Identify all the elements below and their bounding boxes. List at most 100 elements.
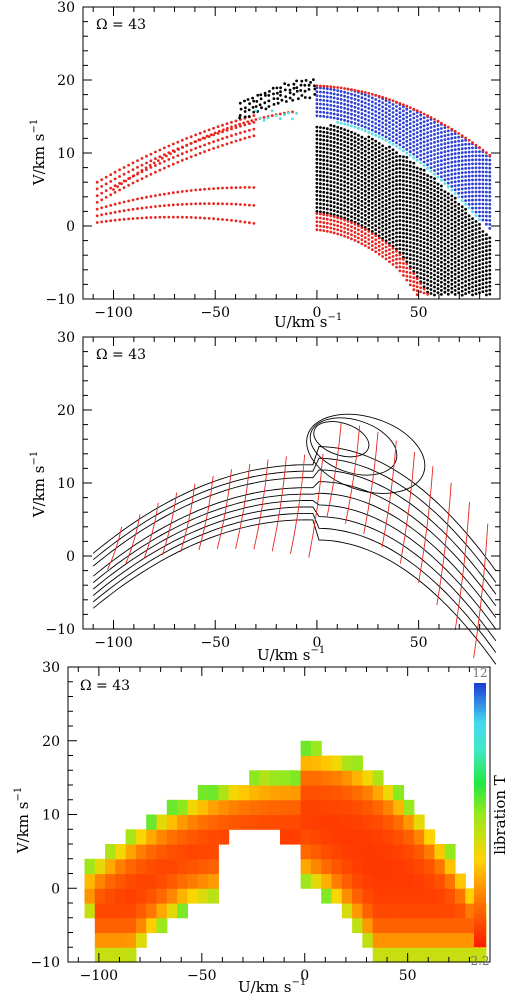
scatter-point: [322, 150, 326, 154]
scatter-point: [346, 133, 350, 137]
scatter-point: [221, 123, 224, 127]
scatter-point: [367, 119, 371, 122]
scatter-point: [283, 88, 287, 92]
scatter-point: [288, 96, 292, 100]
scatter-point: [460, 265, 464, 269]
scatter-point: [481, 170, 485, 174]
scatter-point: [474, 182, 478, 186]
scatter-point: [212, 202, 216, 206]
scatter-point: [230, 120, 233, 124]
scatter-point: [367, 103, 371, 106]
heatmap-cell: [362, 858, 374, 875]
scatter-point: [308, 96, 312, 100]
heatmap-cell: [383, 917, 394, 934]
heatmap-cell: [105, 903, 116, 919]
scatter-point: [412, 124, 416, 128]
scatter-point: [408, 279, 412, 283]
scatter-point: [252, 114, 256, 117]
scatter-point: [216, 217, 220, 221]
scatter-point: [280, 98, 284, 102]
scatter-point: [350, 225, 353, 229]
scatter-point: [415, 222, 419, 226]
scatter-point: [118, 175, 121, 178]
scatter-point: [367, 151, 371, 155]
scatter-point: [412, 280, 416, 284]
heatmap-cell: [362, 903, 374, 919]
scatter-point: [419, 179, 423, 183]
heatmap-cell: [393, 829, 405, 845]
heatmap-ylabel: V/km s−1: [13, 787, 32, 854]
scatter-point: [402, 207, 405, 211]
scatter-point: [453, 293, 457, 296]
transverse-line: [143, 502, 159, 560]
scatter-point: [180, 138, 184, 142]
contour-line: [92, 512, 497, 653]
scatter-point: [450, 246, 454, 250]
scatter-point: [360, 192, 364, 195]
scatter-point: [370, 137, 374, 141]
scatter-point: [415, 214, 419, 218]
heatmap-cell: [413, 814, 425, 830]
scatter-point: [180, 190, 184, 193]
scatter-point: [350, 100, 353, 104]
x-tick-label: 0: [300, 968, 309, 984]
scatter-point: [315, 94, 319, 98]
scatter-point: [467, 222, 471, 226]
scatter-point: [339, 175, 343, 178]
heatmap-cell: [413, 917, 425, 934]
scatter-point: [440, 293, 443, 296]
scatter-point: [443, 170, 447, 174]
scatter-point: [350, 233, 353, 237]
scatter-point: [402, 105, 405, 109]
scatter-point: [467, 218, 471, 222]
heatmap-cell: [321, 755, 333, 771]
scatter-point: [322, 229, 326, 233]
scatter-point: [343, 204, 346, 208]
scatter-point: [339, 211, 343, 215]
scatter-point: [381, 216, 384, 220]
scatter-point: [485, 269, 488, 273]
scatter-point: [339, 126, 343, 130]
scatter-point: [460, 221, 464, 225]
scatter-point: [315, 173, 319, 177]
scatter-point: [346, 197, 350, 201]
scatter-point: [478, 146, 481, 150]
scatter-point: [405, 212, 409, 216]
scatter-point: [460, 217, 464, 221]
scatter-point: [100, 213, 104, 217]
scatter-point: [478, 291, 481, 295]
scatter-point: [446, 240, 450, 244]
scatter-point: [360, 230, 364, 234]
scatter-point: [325, 179, 329, 183]
scatter-point: [377, 210, 381, 214]
scatter-point: [464, 227, 467, 231]
scatter-point: [464, 138, 467, 142]
scatter-point: [194, 153, 198, 157]
scatter-point: [419, 117, 423, 121]
scatter-point: [391, 224, 395, 228]
scatter-point: [415, 226, 419, 230]
scatter-point: [471, 249, 474, 253]
scatter-point: [381, 200, 384, 204]
transverse-line: [454, 501, 470, 631]
scatter-point: [485, 233, 488, 237]
scatter-point: [488, 182, 492, 186]
heatmap-cell: [393, 903, 405, 919]
scatter-point: [343, 180, 346, 184]
scatter-point: [350, 199, 353, 202]
heatmap-cell: [352, 917, 363, 934]
scatter-point: [203, 150, 207, 154]
heatmap-cell: [146, 917, 158, 934]
scatter-point: [339, 147, 343, 150]
scatter-point: [457, 231, 461, 234]
scatter-point: [370, 104, 374, 108]
scatter-point: [329, 91, 333, 95]
scatter-point: [485, 206, 488, 210]
scatter-point: [336, 162, 340, 165]
scatter-point: [433, 233, 436, 237]
scatter-point: [377, 150, 381, 154]
scatter-point: [453, 260, 457, 264]
scatter-point: [419, 282, 423, 286]
heatmap-cell: [269, 799, 281, 816]
scatter-point: [322, 166, 326, 170]
